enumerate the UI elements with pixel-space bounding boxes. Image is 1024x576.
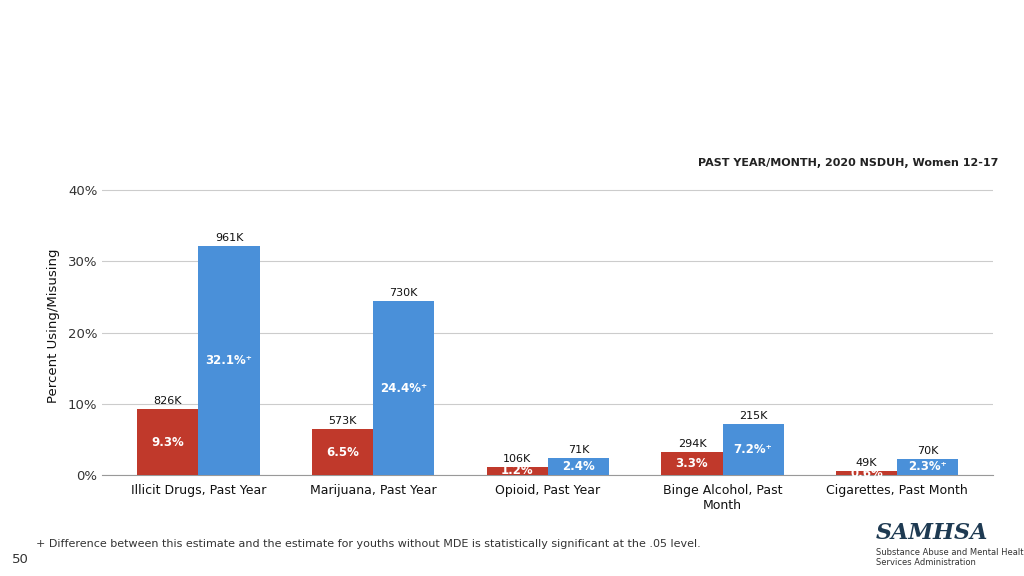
Bar bbox=[137, 409, 199, 475]
Text: 573K: 573K bbox=[329, 416, 356, 426]
Text: + Difference between this estimate and the estimate for youths without MDE is st: + Difference between this estimate and t… bbox=[36, 539, 700, 550]
Text: 50: 50 bbox=[12, 552, 29, 566]
Text: 71K: 71K bbox=[567, 445, 589, 455]
Bar bbox=[373, 301, 434, 475]
Bar bbox=[897, 459, 958, 475]
Text: 106K: 106K bbox=[503, 454, 531, 464]
Text: Substance Abuse and Mental Health
Services Administration: Substance Abuse and Mental Health Servic… bbox=[876, 548, 1024, 567]
Text: 0.6%: 0.6% bbox=[850, 467, 883, 480]
Text: SAMHSA: SAMHSA bbox=[876, 522, 988, 544]
Text: Substance Use in Past Year/Month: Among Female Youths Aged: Substance Use in Past Year/Month: Among … bbox=[23, 34, 889, 58]
Text: 215K: 215K bbox=[739, 411, 767, 421]
Text: 1.2%: 1.2% bbox=[501, 464, 534, 478]
Bar bbox=[836, 471, 897, 475]
Text: 826K: 826K bbox=[154, 396, 182, 406]
Bar bbox=[312, 429, 373, 475]
Text: 12-17; By Past Year Major Depressive Episode (MDE) status: 12-17; By Past Year Major Depressive Epi… bbox=[23, 98, 836, 122]
Text: 6.5%: 6.5% bbox=[327, 445, 359, 458]
Text: 7.2%⁺: 7.2%⁺ bbox=[734, 443, 772, 456]
Text: 3.3%: 3.3% bbox=[676, 457, 709, 470]
Text: 730K: 730K bbox=[389, 289, 418, 298]
Text: 32.1%⁺: 32.1%⁺ bbox=[206, 354, 253, 367]
Bar bbox=[199, 247, 260, 475]
Text: 2.3%⁺: 2.3%⁺ bbox=[908, 460, 947, 473]
Text: 9.3%: 9.3% bbox=[152, 435, 184, 449]
Text: 961K: 961K bbox=[215, 233, 244, 244]
Text: 49K: 49K bbox=[856, 458, 878, 468]
Text: PAST YEAR/MONTH, 2020 NSDUH, Women 12-17: PAST YEAR/MONTH, 2020 NSDUH, Women 12-17 bbox=[698, 158, 998, 168]
Bar bbox=[548, 458, 609, 475]
Bar bbox=[662, 452, 723, 475]
Bar bbox=[486, 467, 548, 475]
Text: 24.4%⁺: 24.4%⁺ bbox=[380, 382, 427, 395]
Text: 2.4%: 2.4% bbox=[562, 460, 595, 473]
Text: 294K: 294K bbox=[678, 439, 707, 449]
Y-axis label: Percent Using/Misusing: Percent Using/Misusing bbox=[47, 248, 59, 403]
Text: 70K: 70K bbox=[918, 446, 938, 456]
Bar bbox=[723, 424, 783, 475]
